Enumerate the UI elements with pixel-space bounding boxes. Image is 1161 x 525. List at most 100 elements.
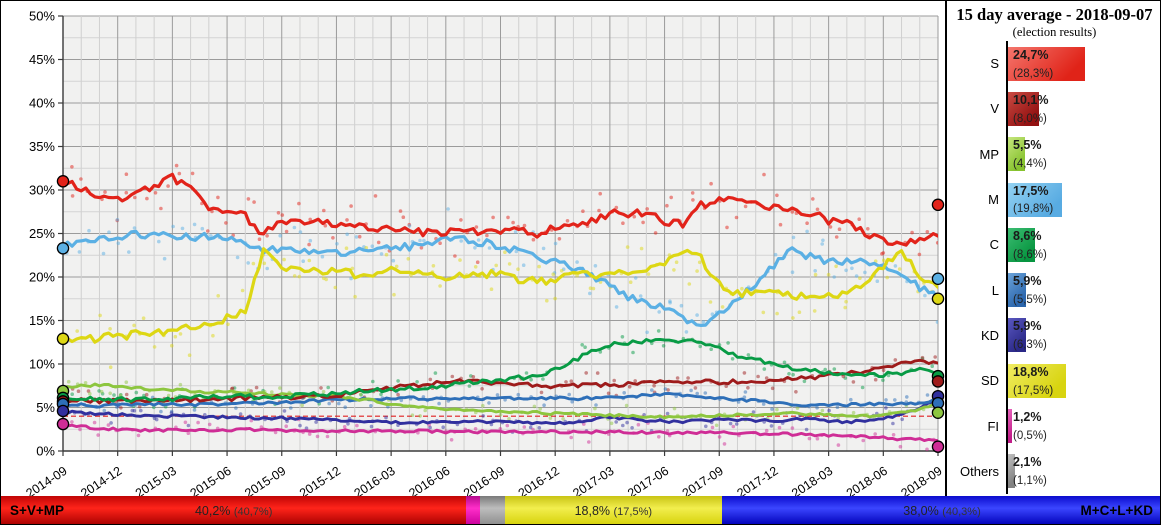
poll-dot: [624, 403, 629, 408]
poll-dot: [701, 320, 706, 324]
poll-dot: [489, 287, 494, 292]
poll-dot: [280, 213, 285, 217]
poll-dot: [695, 269, 699, 273]
poll-dot: [532, 404, 537, 409]
legend-row-others: Others 2,1% (1,1%): [947, 448, 1160, 494]
fi-segment: [466, 496, 481, 524]
poll-dot: [70, 392, 74, 397]
poll-dot: [474, 225, 479, 229]
party-election-result: (8,6%): [1013, 248, 1047, 261]
poll-dot: [665, 203, 669, 208]
party-code-label: C: [989, 237, 999, 253]
poll-dot: [406, 257, 411, 261]
poll-dot: [653, 231, 658, 235]
poll-dot: [124, 190, 129, 195]
poll-dot: [567, 392, 571, 397]
poll-dot: [815, 436, 820, 441]
poll-dot: [446, 207, 450, 211]
poll-dot: [633, 379, 637, 383]
party-bar-area: 8,6% (8,6%): [1006, 222, 1160, 268]
coalition-election-value: (40,7%): [233, 505, 273, 518]
poll-dot: [498, 412, 503, 417]
poll-dot: [657, 435, 661, 439]
poll-dot: [762, 172, 766, 177]
poll-dot: [622, 391, 626, 395]
coalition-label-right: M+C+L+KD: [1080, 503, 1153, 518]
poll-dot: [565, 219, 570, 223]
poll-dot: [349, 204, 353, 208]
y-axis-label: 30%: [29, 183, 55, 198]
poll-dot: [614, 205, 619, 210]
poll-dot: [531, 237, 536, 242]
poll-dot: [134, 390, 139, 395]
party-values: 18,8% (17,5%): [1013, 363, 1053, 399]
poll-dot: [396, 392, 400, 397]
poll-dot: [897, 267, 902, 271]
legend-row-fi: FI 1,2% (0,5%): [947, 403, 1160, 449]
poll-dot: [528, 425, 533, 430]
poll-dot: [893, 398, 897, 402]
poll-dot: [861, 438, 865, 443]
poll-dot: [98, 313, 102, 318]
party-code-label: FI: [987, 418, 999, 434]
poll-dot: [505, 423, 510, 428]
election-dot-M-2014: [56, 242, 70, 255]
poll-dot: [917, 252, 922, 257]
poll-dot: [450, 374, 455, 379]
poll-dot: [410, 413, 415, 418]
poll-dot: [124, 392, 129, 397]
poll-dot: [196, 420, 200, 425]
party-average-bar: [1008, 318, 1027, 353]
poll-dot: [679, 303, 684, 308]
poll-dot: [207, 422, 212, 427]
poll-dot: [522, 425, 527, 429]
poll-dot: [354, 235, 359, 239]
coalition-bar: S+V+MP 40,2% (40,7%) 18,8% (17,5%) M+C+L+KD…: [1, 496, 1160, 524]
poll-dot: [480, 387, 484, 391]
poll-dot: [569, 379, 574, 384]
poll-dot: [541, 246, 546, 251]
poll-dot: [180, 226, 185, 231]
poll-dot: [331, 236, 335, 240]
poll-dot: [541, 377, 545, 381]
poll-dot: [107, 230, 111, 234]
party-values: 8,6% (8,6%): [1013, 227, 1047, 263]
poll-dot: [481, 414, 486, 418]
poll-dot: [632, 214, 637, 219]
poll-dot: [319, 386, 323, 390]
poll-dot: [355, 423, 359, 428]
election-dot-FI-2014: [56, 417, 70, 431]
poll-dot: [537, 426, 542, 430]
poll-dot: [321, 389, 326, 394]
poll-dot: [216, 195, 220, 200]
poll-dot: [79, 177, 83, 181]
party-average-value: 10,1%: [1013, 93, 1049, 108]
poll-dot: [746, 386, 750, 390]
poll-dot: [292, 274, 297, 278]
x-axis-label: 2015-12: [297, 464, 343, 496]
poll-dot: [844, 299, 848, 304]
poll-dot: [384, 415, 388, 420]
poll-dot: [304, 426, 309, 431]
party-bar-area: 17,5% (19,8%): [1006, 176, 1160, 223]
poll-dot: [782, 360, 787, 365]
poll-dot: [625, 245, 630, 249]
poll-dot: [473, 246, 477, 250]
poll-dot: [813, 272, 818, 277]
poll-dot: [827, 408, 831, 413]
poll-dot: [441, 425, 446, 430]
poll-dot: [145, 196, 149, 201]
poll-dot: [115, 217, 120, 222]
poll-dot: [246, 197, 251, 201]
party-code-label: Others: [959, 463, 999, 479]
poll-dot: [537, 264, 541, 269]
legend-row-v: V 10,1% (8,0%): [947, 86, 1160, 132]
poll-dot: [109, 421, 113, 425]
party-bar-area: 1,2% (0,5%): [1006, 403, 1160, 449]
poll-dot: [672, 406, 677, 411]
poll-dot: [186, 423, 191, 428]
poll-dot: [724, 384, 728, 389]
poll-dot: [881, 378, 885, 383]
poll-dot: [641, 220, 645, 225]
